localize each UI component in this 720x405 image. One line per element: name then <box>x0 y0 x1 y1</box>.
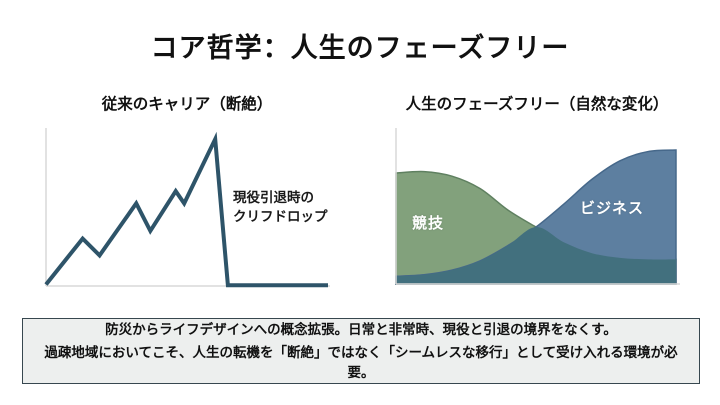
cliff-drop-annotation-line2: クリフドロップ <box>233 209 328 224</box>
summary-box: 防災からライフデザインへの概念拡張。日常と非常時、現役と引退の境界をなくす。 過… <box>22 318 700 384</box>
cliff-drop-annotation-line1: 現役引退時の <box>233 190 314 205</box>
left-chart-panel: 従来のキャリア（断絶） 現役引退時の クリフドロップ <box>38 92 336 292</box>
left-chart-title: 従来のキャリア（断絶） <box>101 96 273 113</box>
summary-line-2: 過疎地域においてこそ、人生の転機を「断絶」ではなく「シームレスな移行」として受け… <box>44 344 678 380</box>
slide-title: コア哲学：人生のフェーズフリー <box>150 33 570 63</box>
career-zigzag-line <box>44 131 328 288</box>
phase-free-area-chart-svg <box>395 128 680 285</box>
summary-line-1: 防災からライフデザインへの概念拡張。日常と非常時、現役と引退の境界をなくす。 <box>105 321 617 337</box>
business-area <box>395 149 677 285</box>
phase-free-area-chart: 競技 ビジネス <box>388 124 686 294</box>
right-chart-title: 人生のフェーズフリー（自然な変化） <box>405 96 669 113</box>
athletics-label: 競技 <box>412 215 445 232</box>
business-label: ビジネス <box>580 200 645 217</box>
career-line-chart-svg <box>44 128 330 288</box>
right-chart-panel: 人生のフェーズフリー（自然な変化） 競技 ビジネス <box>388 92 686 292</box>
overlap-area <box>396 227 676 284</box>
career-line-chart: 現役引退時の クリフドロップ <box>38 124 336 294</box>
cliff-drop-annotation: 現役引退時の クリフドロップ <box>233 188 328 226</box>
